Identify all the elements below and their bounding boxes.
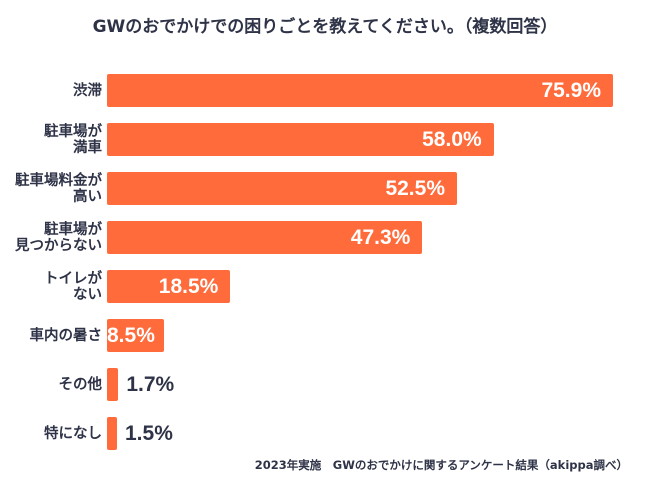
category-label: トイレが ない [44,271,102,303]
category-label-line: トイレが [44,270,102,287]
chart-title: GWのおでかけでの困りごとを教えてください。（複数回答） [92,17,558,37]
category-label: その他 [59,377,103,393]
value-label: 75.9% [541,79,601,102]
category-label-line: 車内の暑さ [29,327,103,344]
category-label: 特になし [44,426,102,442]
value-label: 52.5% [385,177,445,200]
category-label-line: 駐車場が [44,123,102,140]
bar [107,368,119,401]
value-label: 1.7% [126,373,175,396]
category-label: 駐車場料金が 高い [15,173,102,205]
value-label: 47.3% [350,226,411,249]
category-label: 駐車場が 見つからない [15,222,102,254]
bar [107,270,231,303]
category-label-line: 渋滞 [73,82,102,99]
value-label: 1.5% [125,422,173,445]
category-label-line: その他 [58,376,103,393]
category-label: 渋滞 [73,83,102,99]
bar [107,123,494,156]
bar [107,172,457,205]
bar [107,417,117,450]
category-label-line: 駐車場が [44,221,102,238]
value-label: 8.5% [107,324,155,347]
bar [107,74,613,107]
source-note: 2023年実施 GWのおでかけに関するアンケート結果（akippa調べ） [254,458,628,472]
category-label: 駐車場が 満車 [44,124,102,156]
category-label: 車内の暑さ [30,328,103,344]
bar [107,221,423,254]
category-label-line: 見つからない [15,237,102,254]
category-label-line: 駐車場料金が [15,172,102,189]
category-label-line: 満車 [73,139,102,156]
value-label: 18.5% [158,275,219,298]
category-label-line: ない [73,286,102,303]
value-label: 58.0% [422,128,482,151]
category-label-line: 高い [73,188,102,205]
category-label-line: 特になし [44,425,102,442]
bar [107,319,164,352]
